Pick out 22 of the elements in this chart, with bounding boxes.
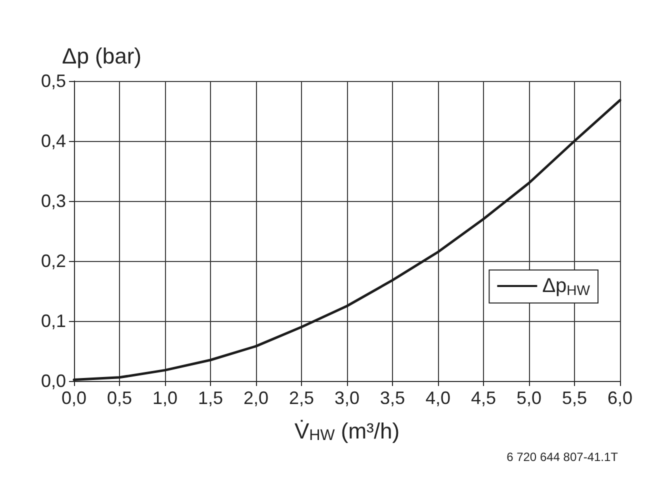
x-tick-label: 0,5 <box>106 388 132 408</box>
text: 6 720 644 807-41.1T <box>506 450 619 464</box>
x-tick-label: 5,5 <box>562 388 588 408</box>
y-tick-label: 0,5 <box>40 71 66 91</box>
y-tick-label: 0,4 <box>40 131 66 151</box>
y-axis-title: Δp (bar) <box>62 44 142 68</box>
x-tick-label: 1,5 <box>198 388 224 408</box>
x-tick-label: 2,0 <box>243 388 269 408</box>
y-tick-label: 0,1 <box>40 311 66 331</box>
x-tick-label: 3,0 <box>334 388 360 408</box>
y-tick-label: 0,0 <box>40 371 66 391</box>
x-tick-label: 6,0 <box>607 388 633 408</box>
x-tick-label: 4,5 <box>470 388 496 408</box>
y-tick-label: 0,2 <box>40 251 66 271</box>
x-tick-label: 4,0 <box>425 388 451 408</box>
x-axis-title: V̇HW (m³/h) <box>294 418 400 444</box>
x-tick-label: 0,0 <box>61 388 87 408</box>
x-tick-label: 2,5 <box>288 388 314 408</box>
x-tick-label: 5,0 <box>516 388 542 408</box>
x-tick-label: 3,5 <box>380 388 406 408</box>
x-tick-label: 1,0 <box>152 388 178 408</box>
y-tick-label: 0,3 <box>40 191 66 211</box>
